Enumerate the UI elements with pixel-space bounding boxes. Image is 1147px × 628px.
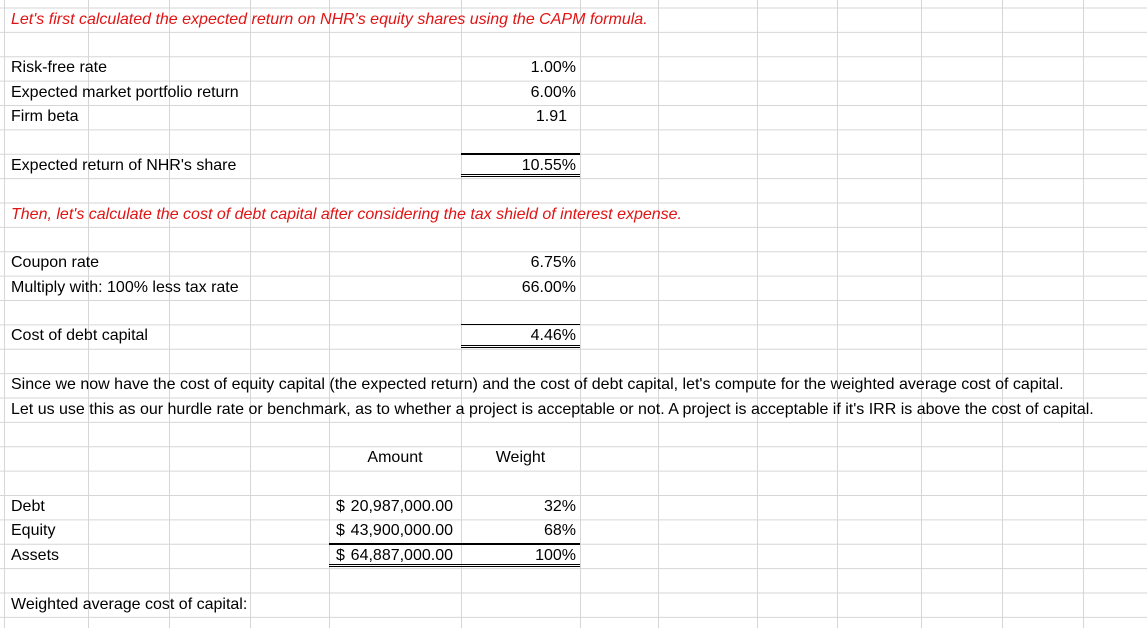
result-top-border	[461, 323, 580, 326]
currency-symbol: $	[336, 546, 345, 564]
value-less-tax-rate[interactable]: 66.00%	[521, 278, 576, 296]
currency-symbol: $	[336, 498, 345, 515]
weight-debt[interactable]: 32%	[543, 498, 576, 515]
vertical-gridline	[88, 0, 89, 628]
result-top-border	[461, 152, 580, 155]
vertical-gridline	[658, 0, 659, 628]
vertical-gridline	[4, 0, 5, 628]
label-debt[interactable]: Debt	[11, 498, 45, 515]
vertical-gridline	[461, 0, 462, 628]
vertical-gridline	[169, 0, 170, 628]
paragraph-wacc-intro[interactable]: Since we now have the cost of equity cap…	[11, 376, 1064, 394]
amount-value: 20,987,000.00	[350, 498, 453, 515]
header-weight[interactable]: Weight	[495, 449, 546, 467]
label-risk-free-rate[interactable]: Risk-free rate	[11, 59, 108, 77]
weight-assets[interactable]: 100%	[535, 546, 576, 564]
label-expected-return[interactable]: Expected return of NHR's share	[11, 156, 237, 174]
amount-debt[interactable]: $ 20,987,000.00	[336, 495, 453, 519]
amount-assets[interactable]: $ 64,887,000.00	[336, 544, 453, 568]
value-market-return[interactable]: 6.00%	[530, 83, 576, 101]
label-market-return[interactable]: Expected market portfolio return	[11, 83, 239, 101]
vertical-gridline	[757, 0, 758, 628]
vertical-gridline	[1083, 0, 1084, 628]
vertical-gridline	[837, 0, 838, 628]
totals-top-border	[329, 542, 580, 545]
vertical-gridline	[921, 0, 922, 628]
weight-equity[interactable]: 68%	[543, 522, 576, 540]
value-cost-of-debt[interactable]: 4.46%	[530, 327, 576, 345]
header-amount[interactable]: Amount	[367, 449, 423, 467]
vertical-gridline	[329, 0, 330, 628]
value-firm-beta[interactable]: 1.91	[535, 108, 567, 125]
value-risk-free-rate[interactable]: 1.00%	[530, 59, 576, 77]
label-cost-of-debt[interactable]: Cost of debt capital	[11, 327, 148, 345]
label-wacc-footer[interactable]: Weighted average cost of capital:	[11, 595, 248, 613]
result-double-underline	[461, 173, 580, 178]
value-coupon-rate[interactable]: 6.75%	[530, 254, 576, 272]
label-less-tax-rate[interactable]: Multiply with: 100% less tax rate	[11, 278, 239, 296]
label-assets[interactable]: Assets	[11, 546, 60, 564]
amount-equity[interactable]: $ 43,900,000.00	[336, 519, 453, 543]
label-coupon-rate[interactable]: Coupon rate	[11, 254, 100, 272]
vertical-gridline	[1002, 0, 1003, 628]
totals-double-underline	[329, 563, 580, 568]
value-expected-return[interactable]: 10.55%	[521, 156, 576, 174]
amount-value: 43,900,000.00	[350, 522, 453, 540]
amount-value: 64,887,000.00	[350, 546, 453, 564]
label-equity[interactable]: Equity	[11, 522, 56, 540]
vertical-gridline	[580, 0, 581, 628]
currency-symbol: $	[336, 522, 345, 540]
result-double-underline	[461, 344, 580, 349]
note-cost-of-debt[interactable]: Then, let's calculate the cost of debt c…	[11, 205, 682, 223]
note-capm[interactable]: Let's first calculated the expected retu…	[11, 10, 648, 28]
label-firm-beta[interactable]: Firm beta	[11, 108, 79, 125]
paragraph-hurdle-rate[interactable]: Let us use this as our hurdle rate or be…	[11, 400, 1094, 418]
vertical-gridline	[250, 0, 251, 628]
